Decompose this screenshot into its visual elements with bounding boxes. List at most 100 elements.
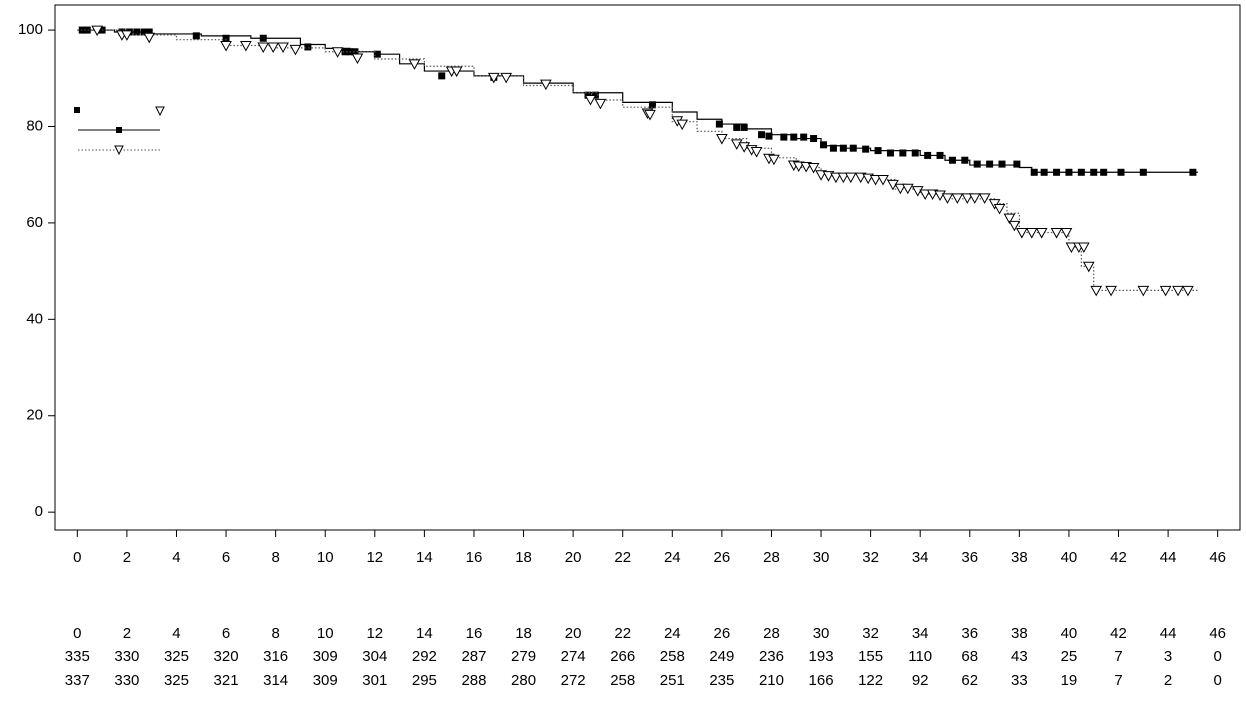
censor-mark [257,42,270,53]
x-tick-label: 16 [466,549,483,566]
risk-time: 42 [1110,625,1127,642]
censor-mark [192,32,200,40]
risk-time: 24 [664,625,681,642]
censor-mark [408,59,421,70]
censor-mark [1065,242,1078,254]
risk-count: 325 [164,648,189,665]
censor-mark [351,53,364,65]
survival-curve [77,29,1198,173]
censor-mark [1077,242,1090,254]
risk-time: 30 [813,625,830,642]
censor-mark [1035,228,1048,239]
risk-count: 33 [1011,672,1028,689]
censor-mark [83,26,91,34]
y-tick-label: 60 [26,214,43,231]
censor-mark [716,134,728,145]
censor-mark [1100,168,1108,176]
risk-time: 28 [763,625,780,642]
risk-count: 92 [912,672,929,689]
risk-count: 325 [164,672,189,689]
x-tick-label: 44 [1160,549,1177,566]
x-tick-label: 22 [614,549,631,566]
risk-count: 62 [961,672,978,689]
censor-mark [738,142,751,153]
censor-mark [886,149,894,157]
censor-mark [830,172,842,184]
censor-mark [1172,285,1184,297]
censor-mark [1159,285,1172,297]
censor-mark [267,42,280,53]
censor-mark [500,72,513,84]
censor-mark [901,183,914,195]
censor-mark [594,98,607,110]
risk-count: 321 [214,672,239,689]
censor-mark [373,50,381,58]
risk-count: 335 [65,648,90,665]
censor-mark [849,144,857,152]
censor-mark [968,193,981,204]
risk-time: 20 [565,625,582,642]
risk-count: 337 [65,672,90,689]
x-tick-label: 28 [763,549,780,566]
censor-mark [341,48,349,56]
censor-mark [961,193,974,204]
censor-mark [792,161,805,173]
censor-mark [1003,213,1016,225]
censor-mark [715,120,723,128]
censor-mark [854,172,867,184]
risk-count: 320 [214,648,239,665]
y-tick-label: 20 [26,407,43,424]
censor-mark [1117,168,1125,176]
x-tick-label: 8 [271,549,279,566]
censor-mark [948,156,956,164]
x-tick-label: 20 [565,549,582,566]
risk-count: 274 [561,648,586,665]
censor-mark [911,149,919,157]
censor-mark [540,79,552,91]
risk-count: 122 [858,672,883,689]
censor-mark [820,141,828,149]
censor-mark [259,34,267,42]
censor-mark [869,175,882,186]
legend-mark [114,145,124,156]
risk-time: 8 [271,625,279,642]
censor-mark [862,145,870,153]
censor-mark [839,144,847,152]
censor-mark [810,135,818,143]
censor-mark [1013,160,1021,168]
risk-count: 330 [114,648,139,665]
risk-time: 26 [714,625,731,642]
censor-mark [973,160,981,168]
censor-mark [1082,261,1095,273]
legend-mark [116,127,122,133]
y-tick-label: 80 [26,117,43,134]
x-tick-label: 46 [1209,549,1226,566]
censor-mark [730,139,743,150]
censor-mark [800,133,808,141]
risk-count: 309 [313,648,338,665]
x-tick-label: 40 [1061,549,1078,566]
censor-mark [874,147,882,155]
risk-count: 309 [313,672,338,689]
censor-mark [133,28,141,36]
censor-mark [1053,168,1061,176]
censor-mark [768,154,780,166]
censor-mark [765,132,773,140]
censor-mark [304,43,312,51]
risk-time: 4 [172,625,180,642]
censor-mark [289,44,302,56]
risk-count: 193 [809,648,834,665]
y-tick-label: 0 [35,503,43,520]
risk-time: 22 [614,625,631,642]
risk-count: 258 [610,672,635,689]
censor-mark [1105,285,1117,297]
risk-count: 266 [610,648,635,665]
plot-frame [54,4,1241,531]
x-tick-label: 0 [73,549,81,566]
x-tick-label: 10 [317,549,334,566]
x-tick-label: 32 [862,549,879,566]
censor-mark [877,175,889,186]
censor-mark [961,156,969,164]
censor-mark [240,40,252,52]
